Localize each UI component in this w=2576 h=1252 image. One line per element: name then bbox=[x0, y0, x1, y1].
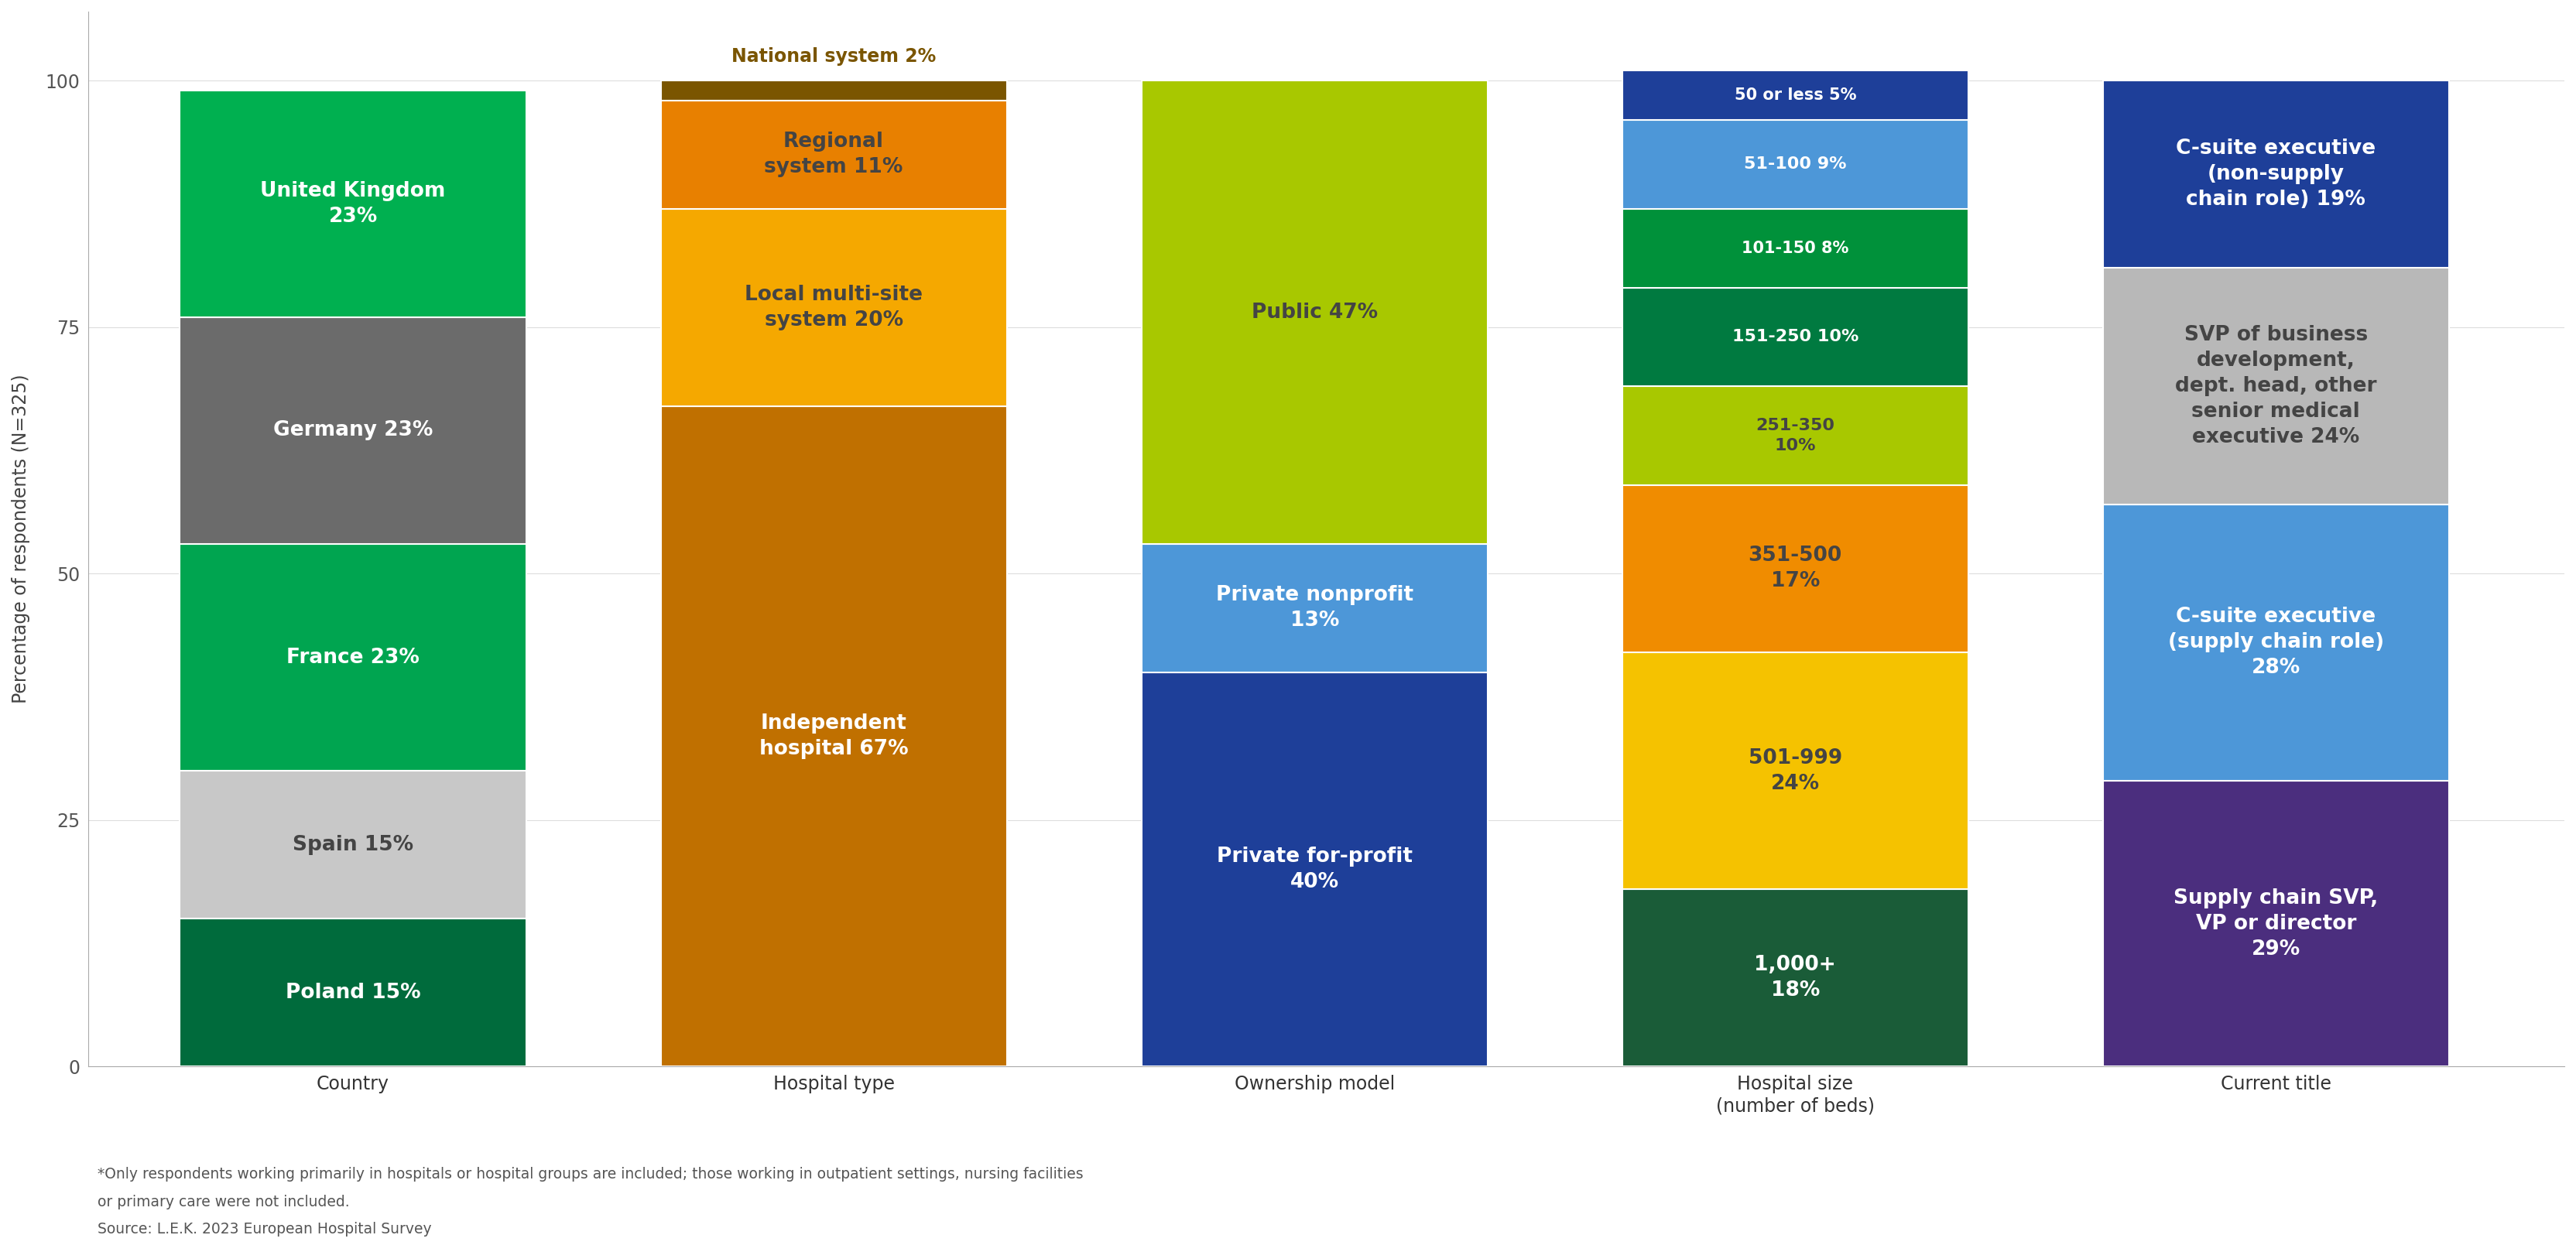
Text: France 23%: France 23% bbox=[286, 647, 420, 667]
Text: Poland 15%: Poland 15% bbox=[286, 983, 420, 1003]
Bar bbox=[659, 80, 1007, 100]
Bar bbox=[180, 771, 526, 919]
Text: 101-150 8%: 101-150 8% bbox=[1741, 240, 1850, 255]
Bar bbox=[1623, 889, 1968, 1067]
Text: 51-100 9%: 51-100 9% bbox=[1744, 156, 1847, 173]
Bar bbox=[2102, 780, 2450, 1067]
Text: C-suite executive
(non-supply
chain role) 19%: C-suite executive (non-supply chain role… bbox=[2177, 139, 2375, 210]
Bar bbox=[180, 543, 526, 771]
Text: 501-999
24%: 501-999 24% bbox=[1749, 747, 1842, 794]
Text: Spain 15%: Spain 15% bbox=[294, 835, 412, 855]
Bar bbox=[1141, 80, 1486, 543]
Bar bbox=[180, 919, 526, 1067]
Text: *Only respondents working primarily in hospitals or hospital groups are included: *Only respondents working primarily in h… bbox=[98, 1167, 1084, 1182]
Text: Independent
hospital 67%: Independent hospital 67% bbox=[760, 714, 909, 759]
Bar bbox=[2102, 268, 2450, 505]
Text: Local multi-site
system 20%: Local multi-site system 20% bbox=[744, 284, 922, 331]
Text: or primary care were not included.: or primary care were not included. bbox=[98, 1194, 350, 1209]
Bar bbox=[1623, 387, 1968, 485]
Bar bbox=[659, 209, 1007, 406]
Bar bbox=[1623, 652, 1968, 889]
Bar bbox=[180, 90, 526, 317]
Bar bbox=[1141, 672, 1486, 1067]
Bar bbox=[1623, 288, 1968, 387]
Text: Public 47%: Public 47% bbox=[1252, 302, 1378, 322]
Text: 151-250 10%: 151-250 10% bbox=[1731, 329, 1857, 344]
Text: Private for-profit
40%: Private for-profit 40% bbox=[1216, 846, 1412, 893]
Text: Supply chain SVP,
VP or director
29%: Supply chain SVP, VP or director 29% bbox=[2174, 888, 2378, 959]
Bar bbox=[180, 317, 526, 543]
Text: Regional
system 11%: Regional system 11% bbox=[765, 131, 904, 178]
Bar bbox=[1623, 485, 1968, 652]
Bar bbox=[1623, 209, 1968, 288]
Bar bbox=[2102, 80, 2450, 268]
Text: C-suite executive
(supply chain role)
28%: C-suite executive (supply chain role) 28… bbox=[2169, 607, 2383, 679]
Text: SVP of business
development,
dept. head, other
senior medical
executive 24%: SVP of business development, dept. head,… bbox=[2174, 326, 2378, 447]
Bar bbox=[2102, 505, 2450, 780]
Text: 50 or less 5%: 50 or less 5% bbox=[1734, 88, 1857, 103]
Text: 1,000+
18%: 1,000+ 18% bbox=[1754, 955, 1837, 1000]
Text: Private nonprofit
13%: Private nonprofit 13% bbox=[1216, 585, 1414, 631]
Text: 351-500
17%: 351-500 17% bbox=[1749, 546, 1842, 591]
Bar bbox=[1623, 120, 1968, 209]
Bar bbox=[1623, 71, 1968, 120]
Text: National system 2%: National system 2% bbox=[732, 48, 935, 66]
Text: United Kingdom
23%: United Kingdom 23% bbox=[260, 182, 446, 227]
Text: 251-350
10%: 251-350 10% bbox=[1757, 418, 1834, 453]
Bar bbox=[1141, 543, 1486, 672]
Bar bbox=[659, 406, 1007, 1067]
Y-axis label: Percentage of respondents (N=325): Percentage of respondents (N=325) bbox=[13, 374, 31, 704]
Bar bbox=[659, 100, 1007, 209]
Text: Source: L.E.K. 2023 European Hospital Survey: Source: L.E.K. 2023 European Hospital Su… bbox=[98, 1222, 433, 1237]
Text: Germany 23%: Germany 23% bbox=[273, 421, 433, 441]
